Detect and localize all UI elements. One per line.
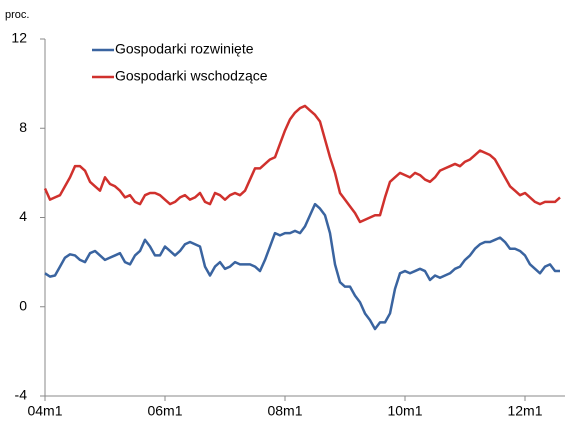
x-tick-label: 08m1 xyxy=(267,403,302,419)
x-tick-label: 04m1 xyxy=(27,403,62,419)
y-tick-label: -4 xyxy=(15,387,28,403)
y-tick-label: 12 xyxy=(11,30,27,46)
x-tick-label: 10m1 xyxy=(387,403,422,419)
legend-label: Gospodarki wschodzące xyxy=(115,68,268,84)
legend-label: Gospodarki rozwinięte xyxy=(115,41,254,57)
y-tick-label: 4 xyxy=(19,208,27,224)
y-tick-label: 8 xyxy=(19,119,27,135)
y-unit-label: proc. xyxy=(5,9,29,21)
x-tick-label: 06m1 xyxy=(147,403,182,419)
x-tick-label: 12m1 xyxy=(507,403,542,419)
series-line xyxy=(43,104,561,224)
y-tick-label: 0 xyxy=(19,297,27,313)
series-line xyxy=(44,202,560,331)
